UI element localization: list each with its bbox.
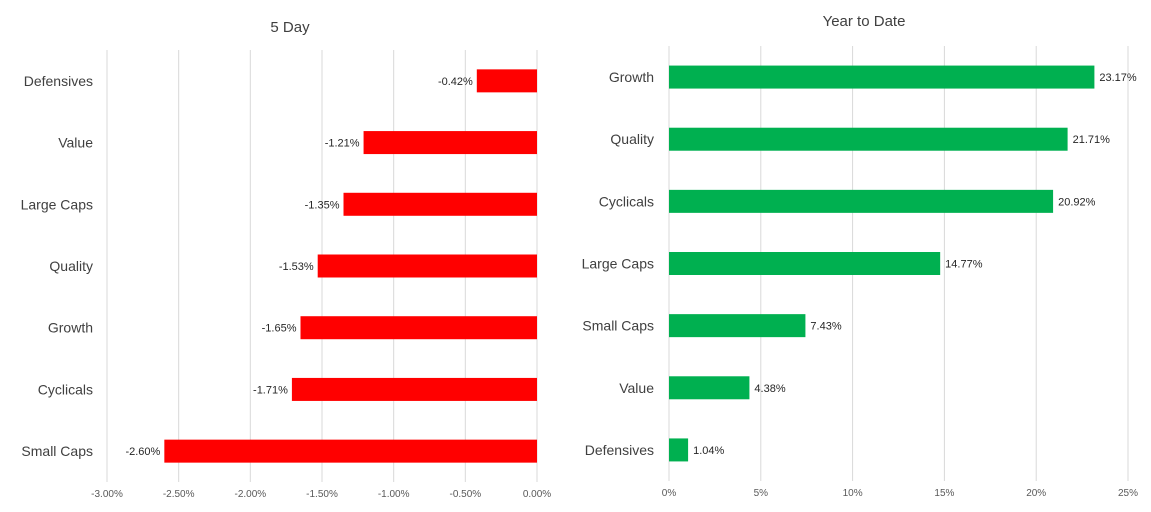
bar bbox=[291, 377, 537, 401]
category-label: Defensives bbox=[24, 73, 93, 89]
bar bbox=[300, 316, 537, 340]
chart-title: 5 Day bbox=[270, 19, 310, 36]
category-label: Growth bbox=[48, 320, 93, 336]
bar bbox=[363, 131, 537, 155]
data-label: -1.35% bbox=[305, 199, 340, 211]
x-tick-label: -2.00% bbox=[234, 489, 266, 500]
bar bbox=[476, 69, 537, 93]
bar bbox=[164, 439, 538, 463]
category-label: Cyclicals bbox=[38, 381, 93, 397]
data-label: -1.71% bbox=[253, 384, 288, 396]
bar bbox=[317, 254, 537, 278]
category-label: Small Caps bbox=[21, 443, 93, 459]
data-label: -0.42% bbox=[438, 76, 473, 88]
x-tick-label: -3.00% bbox=[91, 489, 123, 500]
data-label: -2.60% bbox=[125, 446, 160, 458]
category-label: Quality bbox=[49, 258, 93, 274]
data-label: -1.65% bbox=[262, 323, 297, 335]
data-label: -1.53% bbox=[279, 261, 314, 273]
bar bbox=[343, 192, 537, 216]
x-tick-label: 0.00% bbox=[523, 489, 551, 500]
x-tick-label: -1.00% bbox=[378, 489, 410, 500]
data-label: -1.21% bbox=[325, 138, 360, 150]
x-tick-label: -0.50% bbox=[449, 489, 481, 500]
category-label: Value bbox=[58, 135, 93, 151]
x-tick-label: -2.50% bbox=[163, 489, 195, 500]
x-tick-label: -1.50% bbox=[306, 489, 338, 500]
category-label: Large Caps bbox=[21, 196, 93, 212]
